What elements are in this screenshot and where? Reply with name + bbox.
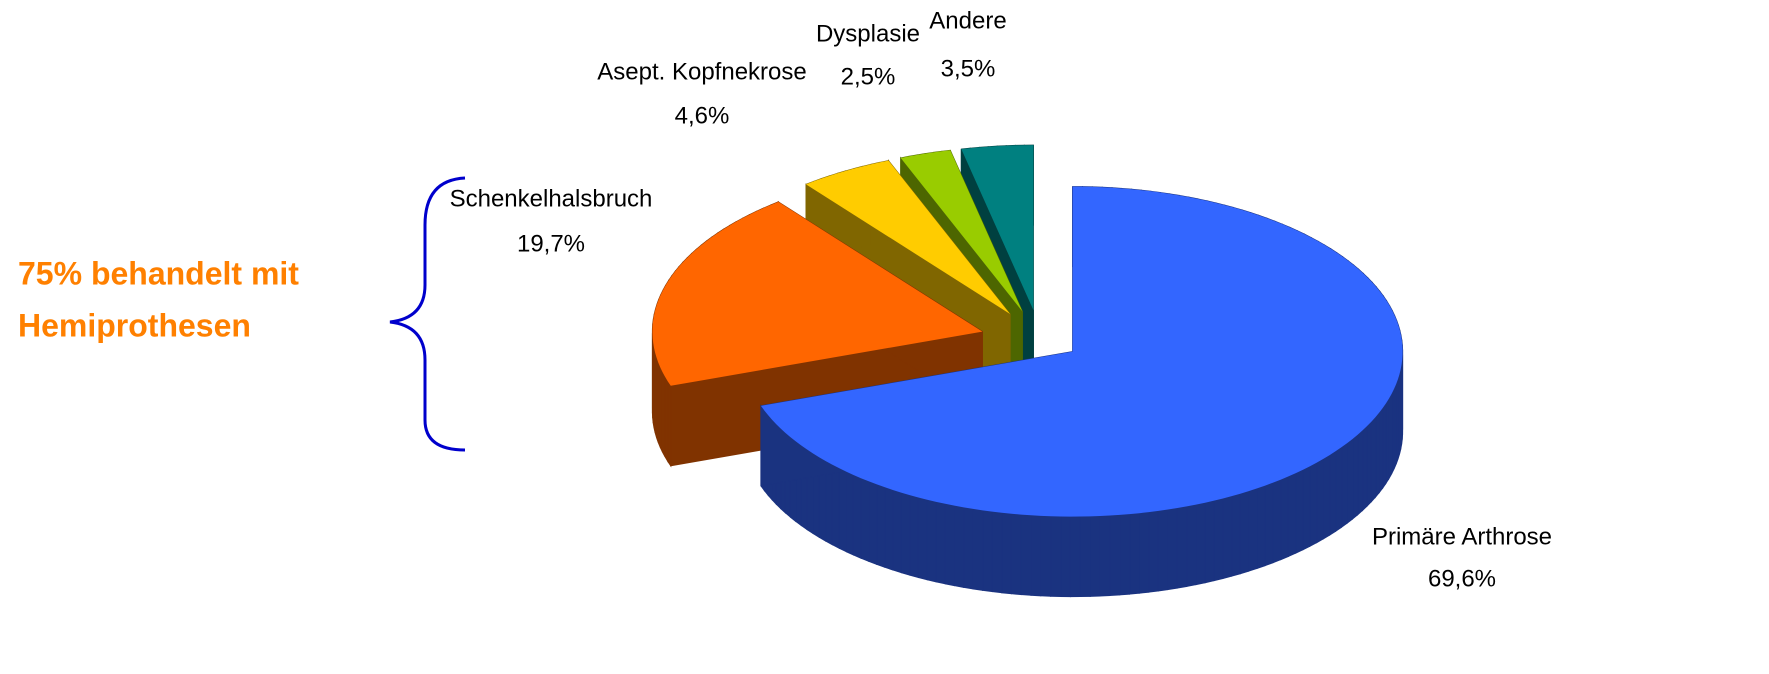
slice-side	[1176, 505, 1188, 589]
slice-side	[1001, 512, 1012, 595]
slice-side	[852, 474, 862, 559]
slice-value-label: 19,7%	[517, 230, 585, 257]
slice-side	[1316, 458, 1324, 544]
slice-side	[1375, 411, 1380, 499]
slice-side	[909, 494, 919, 579]
slice-side	[1040, 515, 1052, 597]
slice-side	[1287, 472, 1297, 558]
slice-side	[1195, 502, 1206, 586]
annotation: Hemiprothesen	[18, 307, 251, 343]
slice-side	[1222, 495, 1233, 580]
slice-side	[1060, 515, 1071, 598]
slice-side	[1341, 442, 1348, 529]
slice-side	[1109, 514, 1121, 597]
slice-side	[1213, 497, 1224, 582]
slice-side	[884, 486, 894, 571]
slice-side	[1157, 508, 1169, 592]
slice-side	[1335, 446, 1343, 533]
slice-side	[876, 483, 886, 568]
slice-value-label: 2,5%	[841, 63, 896, 90]
slice-side	[1295, 468, 1304, 554]
slice-side	[1272, 478, 1282, 564]
slice-side	[1069, 516, 1081, 598]
slice-side	[1378, 406, 1384, 494]
slice-side	[838, 467, 847, 553]
slice-side	[1204, 500, 1215, 584]
slice-side	[963, 506, 974, 590]
slice-side	[1346, 437, 1354, 525]
brace	[389, 176, 466, 452]
slice-side	[1256, 484, 1266, 570]
annotation: 75% behandelt mit	[18, 255, 299, 291]
slice-side	[1239, 490, 1250, 575]
slice-side	[1366, 420, 1372, 508]
slice-side	[991, 511, 1003, 594]
slice-side	[1322, 454, 1331, 540]
slice-side	[845, 470, 854, 556]
slice-side	[1050, 515, 1062, 597]
slice-side	[1248, 487, 1258, 572]
slice-label: Asept. Kopfnekrose	[597, 58, 806, 85]
slice-side	[1264, 481, 1274, 567]
slice-label: Schenkelhalsbruch	[450, 185, 653, 212]
slice-side	[1148, 510, 1159, 593]
slice-side	[1138, 511, 1150, 594]
slice-side	[900, 491, 911, 576]
slice-value-label: 69,6%	[1428, 565, 1496, 592]
slice-label: Andere	[929, 7, 1006, 34]
slice-side	[1309, 461, 1318, 548]
slice-side	[831, 463, 840, 549]
slice-side	[1167, 507, 1178, 591]
slice-top	[652, 201, 983, 386]
slice-side	[1362, 424, 1368, 512]
slice-label: Dysplasie	[816, 20, 920, 47]
slice-side	[917, 496, 928, 581]
slice-side	[1329, 450, 1337, 536]
slice-side	[1119, 513, 1131, 596]
slice-side	[868, 480, 878, 566]
slice-side	[1020, 514, 1032, 596]
slice-side	[1231, 493, 1241, 577]
slice-side	[1357, 429, 1364, 516]
slice-value-label: 4,6%	[675, 102, 730, 129]
slice	[760, 186, 1404, 598]
slice-side	[1099, 515, 1111, 597]
slice-side	[972, 508, 984, 591]
slice-side	[935, 501, 946, 585]
slice-top	[900, 150, 1023, 312]
slice-side	[1010, 513, 1022, 596]
slice-side	[892, 489, 902, 574]
slice-side	[1089, 515, 1101, 597]
slice-side	[1079, 515, 1091, 598]
slice-side	[926, 499, 937, 583]
slice-side	[1030, 514, 1042, 597]
slice-side	[1302, 465, 1311, 551]
slice-side	[1352, 433, 1359, 521]
slice-side	[1129, 512, 1140, 595]
slice-value-label: 3,5%	[941, 55, 996, 82]
slice-top	[760, 186, 1403, 517]
slice-side	[1186, 504, 1197, 588]
slice-top	[806, 160, 1011, 314]
slice-side	[1280, 475, 1289, 561]
slice-label: Primäre Arthrose	[1372, 523, 1552, 550]
slice-top	[961, 145, 1034, 311]
slice-side	[953, 505, 965, 588]
slice-side	[982, 509, 993, 593]
slice-side	[860, 477, 870, 563]
slice-side	[1370, 415, 1377, 503]
slice-side	[944, 503, 955, 587]
